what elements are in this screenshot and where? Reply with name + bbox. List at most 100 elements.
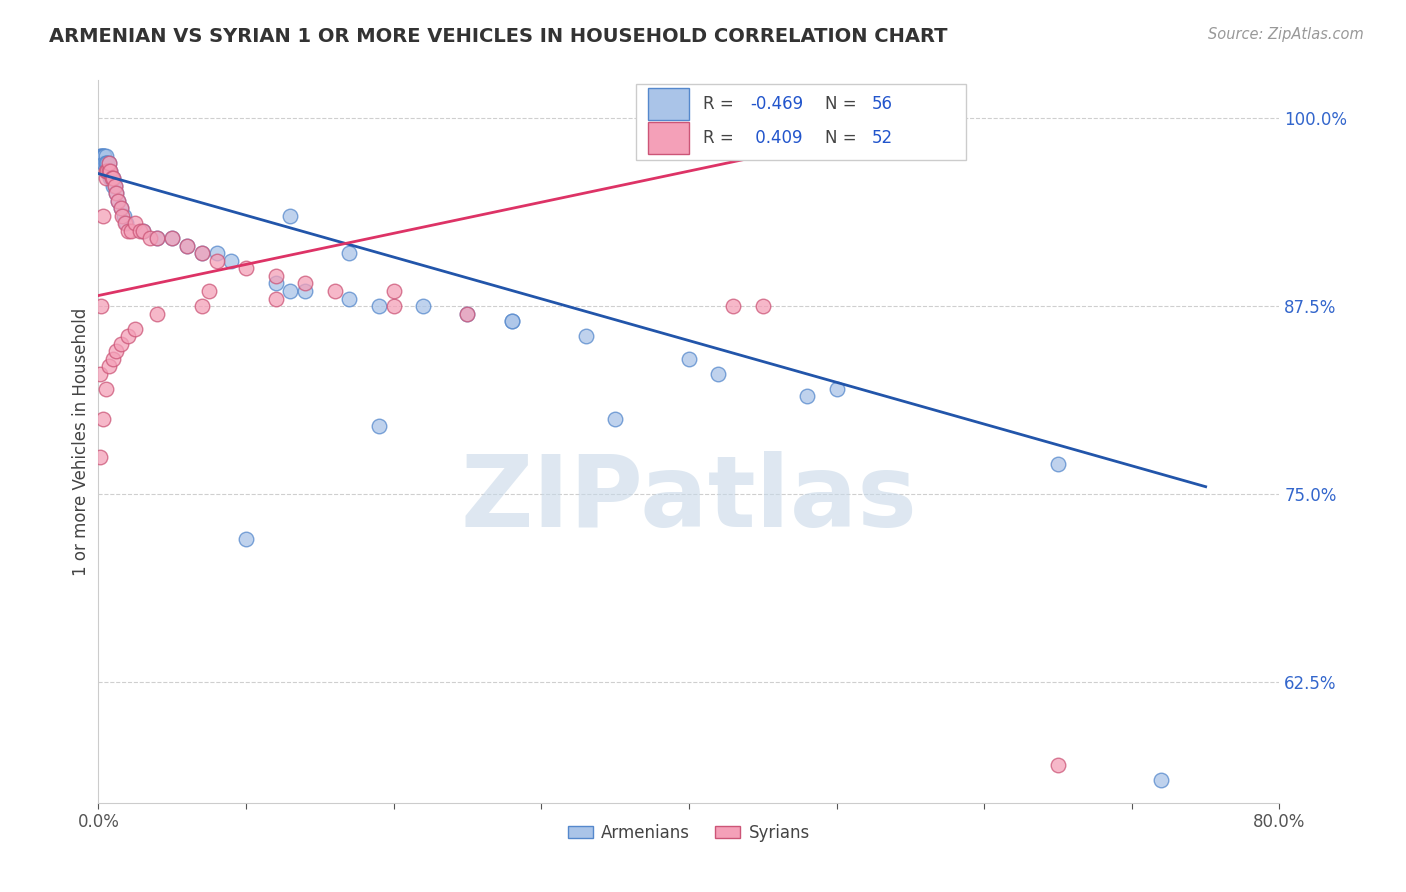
Text: Source: ZipAtlas.com: Source: ZipAtlas.com bbox=[1208, 27, 1364, 42]
Point bbox=[796, 389, 818, 403]
Point bbox=[294, 284, 316, 298]
Point bbox=[176, 239, 198, 253]
Text: -0.469: -0.469 bbox=[751, 95, 803, 113]
Text: N =: N = bbox=[825, 129, 862, 147]
Point bbox=[205, 246, 228, 260]
Text: 52: 52 bbox=[872, 129, 893, 147]
Point bbox=[91, 156, 114, 170]
Point bbox=[575, 329, 598, 343]
Point bbox=[104, 178, 127, 193]
Point bbox=[501, 314, 523, 328]
Point bbox=[117, 329, 139, 343]
Point bbox=[339, 246, 361, 260]
Point bbox=[94, 156, 117, 170]
Point bbox=[103, 171, 125, 186]
Point bbox=[205, 253, 228, 268]
Point bbox=[89, 367, 111, 381]
Point bbox=[235, 533, 257, 547]
Point bbox=[723, 299, 745, 313]
Point bbox=[103, 351, 125, 366]
Point bbox=[191, 246, 214, 260]
Point bbox=[146, 231, 169, 245]
Point bbox=[501, 314, 523, 328]
Point bbox=[124, 321, 146, 335]
Point bbox=[91, 148, 114, 162]
Point bbox=[97, 359, 120, 374]
Legend: Armenians, Syrians: Armenians, Syrians bbox=[561, 817, 817, 848]
Point bbox=[139, 231, 162, 245]
Point bbox=[97, 156, 120, 170]
Point bbox=[94, 156, 117, 170]
Point bbox=[98, 171, 121, 186]
Point bbox=[98, 163, 121, 178]
Text: 56: 56 bbox=[872, 95, 893, 113]
Point bbox=[339, 292, 361, 306]
Point bbox=[221, 253, 243, 268]
Point bbox=[96, 156, 118, 170]
Point bbox=[752, 299, 775, 313]
Point bbox=[162, 231, 183, 245]
Point bbox=[103, 171, 125, 186]
Point bbox=[264, 292, 287, 306]
Bar bbox=[648, 88, 689, 120]
Point bbox=[457, 307, 479, 321]
Point bbox=[457, 307, 479, 321]
Point bbox=[96, 163, 118, 178]
Text: ARMENIAN VS SYRIAN 1 OR MORE VEHICLES IN HOUSEHOLD CORRELATION CHART: ARMENIAN VS SYRIAN 1 OR MORE VEHICLES IN… bbox=[49, 27, 948, 45]
Point bbox=[132, 224, 155, 238]
Bar bbox=[636, 84, 966, 160]
Text: N =: N = bbox=[825, 95, 862, 113]
Point bbox=[105, 344, 128, 359]
Point bbox=[110, 201, 132, 215]
Text: ZIPatlas: ZIPatlas bbox=[461, 450, 917, 548]
Point bbox=[89, 450, 111, 464]
Point bbox=[110, 336, 132, 351]
Point bbox=[176, 239, 198, 253]
Point bbox=[100, 171, 122, 186]
Point bbox=[382, 299, 405, 313]
Point bbox=[264, 268, 287, 283]
Point bbox=[120, 224, 142, 238]
Point bbox=[132, 224, 155, 238]
Point bbox=[146, 307, 169, 321]
Point bbox=[294, 277, 316, 291]
Point bbox=[94, 171, 117, 186]
Point bbox=[264, 277, 287, 291]
Point bbox=[91, 412, 114, 426]
Point bbox=[117, 224, 139, 238]
Point bbox=[368, 419, 391, 434]
Point bbox=[198, 284, 221, 298]
Point bbox=[96, 163, 118, 178]
Bar bbox=[648, 122, 689, 154]
Point bbox=[191, 299, 214, 313]
Point bbox=[124, 216, 146, 230]
Point bbox=[90, 148, 112, 162]
Point bbox=[94, 148, 117, 162]
Point bbox=[128, 224, 150, 238]
Point bbox=[825, 382, 848, 396]
Point bbox=[368, 299, 391, 313]
Point bbox=[97, 163, 120, 178]
Point bbox=[98, 163, 121, 178]
Point bbox=[91, 148, 114, 162]
Point bbox=[103, 178, 125, 193]
Point bbox=[93, 156, 115, 170]
Point bbox=[412, 299, 434, 313]
Point bbox=[280, 209, 302, 223]
Point bbox=[90, 148, 112, 162]
Point bbox=[104, 178, 127, 193]
Point bbox=[1150, 773, 1173, 788]
Point bbox=[93, 148, 115, 162]
Point bbox=[107, 194, 129, 208]
Point bbox=[707, 367, 730, 381]
Point bbox=[110, 201, 132, 215]
Point bbox=[112, 209, 135, 223]
Point bbox=[91, 209, 114, 223]
Point bbox=[97, 156, 120, 170]
Point bbox=[114, 216, 136, 230]
Point bbox=[382, 284, 405, 298]
Point bbox=[97, 163, 120, 178]
Point bbox=[323, 284, 346, 298]
Point bbox=[191, 246, 214, 260]
Point bbox=[678, 351, 700, 366]
